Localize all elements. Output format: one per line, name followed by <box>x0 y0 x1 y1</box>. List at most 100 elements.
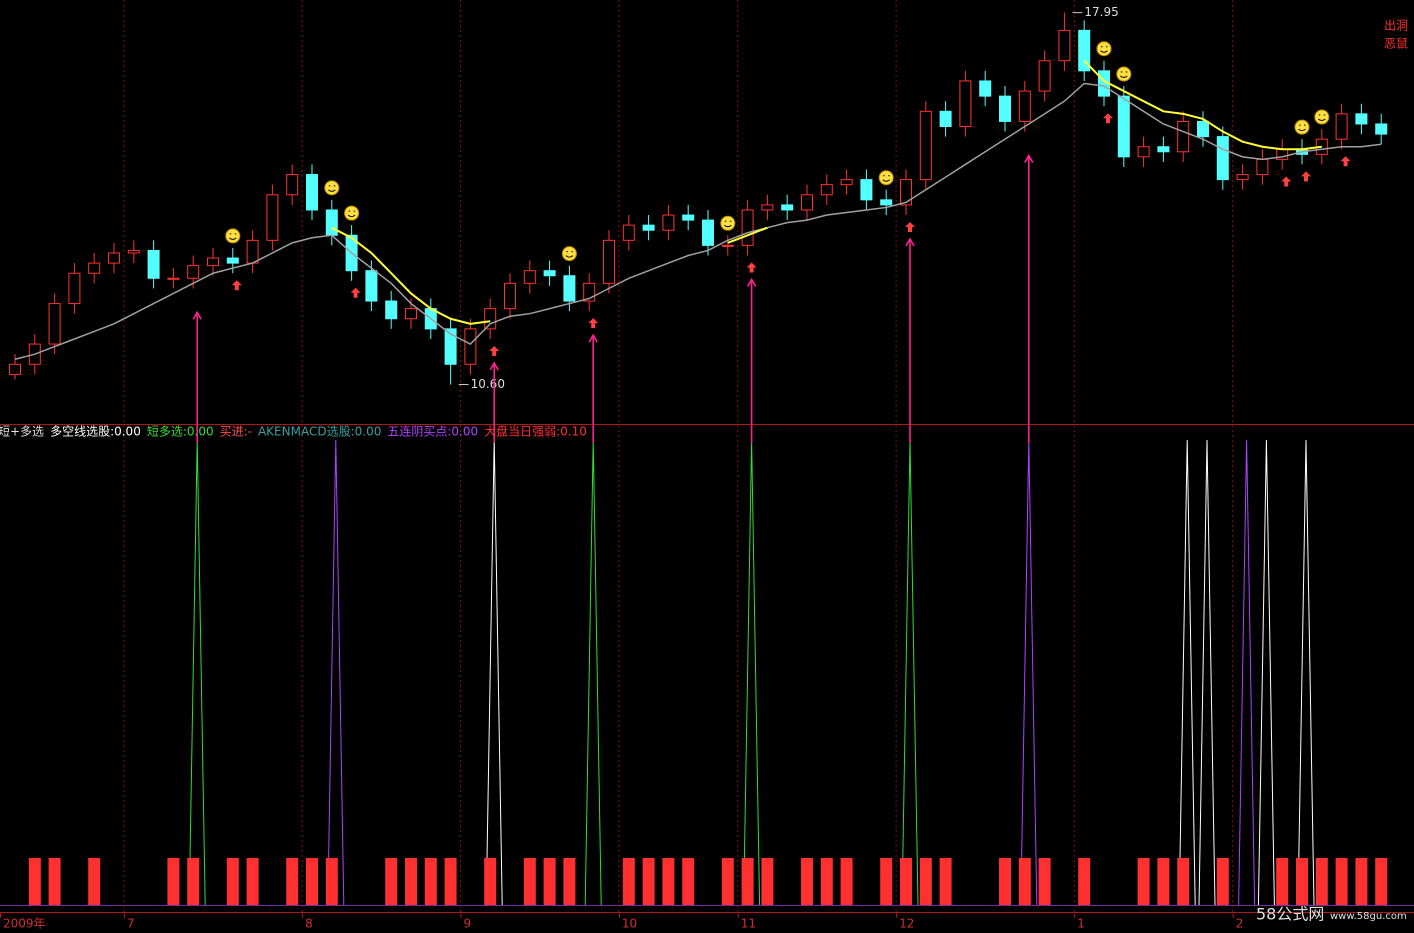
smiley <box>1314 109 1330 125</box>
candle-body <box>444 328 457 365</box>
signal-spike <box>1297 439 1315 906</box>
signal-spike <box>1178 439 1196 906</box>
strength-bar <box>405 858 417 905</box>
x-tick-label: 2009年 <box>3 917 46 931</box>
strength-bar <box>167 858 180 905</box>
strength-bar <box>999 858 1011 905</box>
strength-bar <box>543 858 556 905</box>
candle-body <box>583 282 596 302</box>
up-arrow <box>588 318 599 329</box>
strength-bar <box>1038 858 1051 905</box>
candle-body <box>9 363 21 375</box>
strength-bar <box>286 858 299 905</box>
candle-body <box>306 174 318 211</box>
candle-body <box>187 265 200 279</box>
smiley-face <box>1119 71 1128 79</box>
smiley <box>324 180 340 196</box>
ma-line <box>331 60 1322 325</box>
corner-text: 出洞 <box>1384 19 1408 33</box>
signal-arrow <box>588 333 598 443</box>
up-arrow <box>231 280 242 291</box>
signal-arrow <box>905 237 915 443</box>
candle-body <box>464 328 477 365</box>
strength-bar <box>880 858 893 905</box>
smiley <box>1116 66 1132 82</box>
up-arrow <box>489 345 500 356</box>
strength-bar <box>325 858 338 905</box>
corner-text: 恶鼠 <box>1384 37 1408 51</box>
candle-body <box>801 194 813 211</box>
signal-arrow <box>746 277 757 443</box>
strength-bar <box>306 858 318 905</box>
candle-body <box>207 257 219 267</box>
candle-body <box>761 204 774 211</box>
candle-body <box>1157 146 1170 153</box>
x-tick-label: 11 <box>741 917 756 931</box>
candle-body <box>1078 29 1091 72</box>
signal-arrow <box>192 310 202 443</box>
strength-bar <box>622 858 635 905</box>
smiley <box>225 228 241 244</box>
strength-bar <box>444 858 457 905</box>
strength-bar <box>385 858 398 905</box>
candle-body <box>1335 113 1348 140</box>
indicator-header: 短+多选 多空线选股:0.00 短多选:0.00 买进:- AKENMACD选股:0.0… <box>0 424 587 439</box>
strength-bar <box>563 858 576 905</box>
candle-body <box>167 277 180 280</box>
smiley <box>344 205 360 221</box>
indicator-label: 多空线选股:0.00 <box>50 425 141 439</box>
strength-bar <box>1335 858 1348 905</box>
candle-body <box>682 214 695 221</box>
signal-spike <box>327 439 345 906</box>
candle-body <box>781 204 794 211</box>
watermark-url: www.58gu.com <box>1330 911 1407 922</box>
strength-bar <box>1157 858 1170 905</box>
candle-body <box>68 272 81 305</box>
strength-bar <box>761 858 774 905</box>
candle-body <box>246 239 259 264</box>
up-arrow <box>1340 156 1351 167</box>
candle-body <box>108 252 120 264</box>
strength-bar <box>1018 858 1031 905</box>
strength-bar <box>721 858 734 905</box>
strength-bar <box>1276 858 1289 905</box>
strength-bar <box>1078 858 1091 905</box>
annotation-label: 17.95 <box>1084 5 1118 19</box>
ma-line <box>14 82 1382 360</box>
signal-spike <box>1238 439 1256 906</box>
lower-panel <box>28 439 1388 906</box>
candle-body <box>741 209 754 246</box>
x-axis: 2009年 7 8 9 10 11 12 1 2 <box>0 912 1243 931</box>
candle-body <box>959 80 972 127</box>
candle-body <box>662 214 675 231</box>
x-tick-label: 7 <box>127 917 135 931</box>
candle-body <box>405 308 417 320</box>
smiley-face <box>723 220 732 228</box>
candle-body <box>721 244 734 247</box>
strength-bar <box>900 858 912 905</box>
strength-bar <box>1137 858 1150 905</box>
candle-body <box>484 308 497 330</box>
strength-bar <box>187 858 200 905</box>
smiley <box>720 215 736 231</box>
smiley-face <box>565 251 574 258</box>
strength-bar <box>88 858 101 905</box>
candle-body <box>1375 123 1388 135</box>
strength-bar <box>1355 858 1368 905</box>
indicator-label: AKENMACD选股:0.00 <box>258 425 381 439</box>
candle-body <box>702 219 714 246</box>
candle-body <box>325 209 338 236</box>
signal-arrow <box>1024 153 1034 443</box>
strength-bar <box>484 858 497 905</box>
candle-body <box>820 184 833 196</box>
candle-body <box>1117 95 1130 158</box>
strength-bar <box>840 858 853 905</box>
up-arrow <box>746 262 757 273</box>
strength-bar <box>226 858 239 905</box>
strength-bar <box>523 858 536 905</box>
signal-spike <box>1198 439 1216 906</box>
strength-bar <box>48 858 61 905</box>
candle-body <box>1137 146 1150 158</box>
smiley-face <box>1100 46 1108 53</box>
